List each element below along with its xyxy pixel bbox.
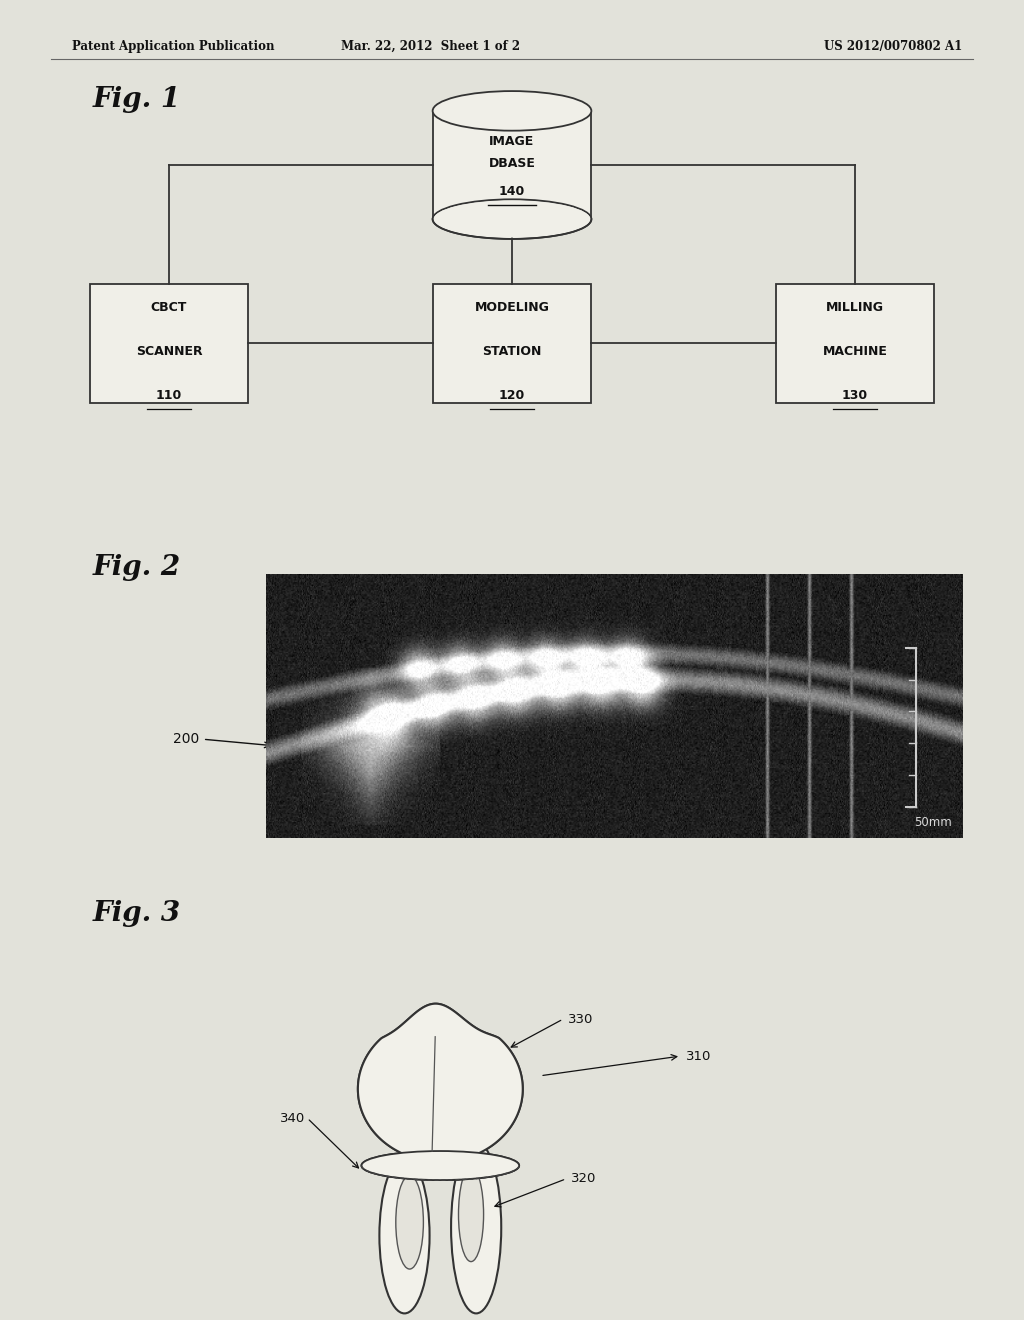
Text: MODELING: MODELING	[474, 301, 550, 314]
Text: 130: 130	[842, 389, 868, 403]
FancyBboxPatch shape	[432, 284, 592, 403]
Text: 50mm: 50mm	[914, 816, 952, 829]
Text: 140: 140	[499, 185, 525, 198]
Text: Fig. 3: Fig. 3	[92, 900, 180, 927]
Text: Fig. 2: Fig. 2	[92, 554, 180, 581]
Text: Fig. 1: Fig. 1	[92, 86, 180, 112]
Ellipse shape	[379, 1158, 430, 1313]
Ellipse shape	[459, 1167, 483, 1262]
Text: 330: 330	[568, 1012, 594, 1026]
Text: IMAGE: IMAGE	[489, 135, 535, 148]
Polygon shape	[358, 1003, 522, 1162]
Text: Mar. 22, 2012  Sheet 1 of 2: Mar. 22, 2012 Sheet 1 of 2	[341, 40, 519, 53]
Text: 320: 320	[571, 1172, 597, 1185]
Ellipse shape	[434, 201, 590, 238]
Ellipse shape	[361, 1151, 519, 1180]
Ellipse shape	[451, 1142, 502, 1313]
Ellipse shape	[396, 1176, 423, 1269]
Text: CBCT: CBCT	[151, 301, 187, 314]
Text: 200: 200	[173, 733, 200, 746]
FancyBboxPatch shape	[90, 284, 248, 403]
FancyBboxPatch shape	[432, 111, 592, 219]
Text: Patent Application Publication: Patent Application Publication	[72, 40, 274, 53]
Text: DBASE: DBASE	[488, 157, 536, 170]
Text: 340: 340	[280, 1111, 305, 1125]
Ellipse shape	[432, 199, 592, 239]
Text: MACHINE: MACHINE	[822, 345, 888, 358]
Ellipse shape	[432, 91, 592, 131]
Text: STATION: STATION	[482, 345, 542, 358]
Text: 110: 110	[156, 389, 182, 403]
Text: 120: 120	[499, 389, 525, 403]
Text: US 2012/0070802 A1: US 2012/0070802 A1	[824, 40, 963, 53]
Text: SCANNER: SCANNER	[135, 345, 203, 358]
FancyBboxPatch shape	[776, 284, 934, 403]
Text: MILLING: MILLING	[826, 301, 884, 314]
Text: 310: 310	[686, 1049, 712, 1063]
Polygon shape	[358, 1003, 522, 1162]
Ellipse shape	[361, 1151, 519, 1180]
